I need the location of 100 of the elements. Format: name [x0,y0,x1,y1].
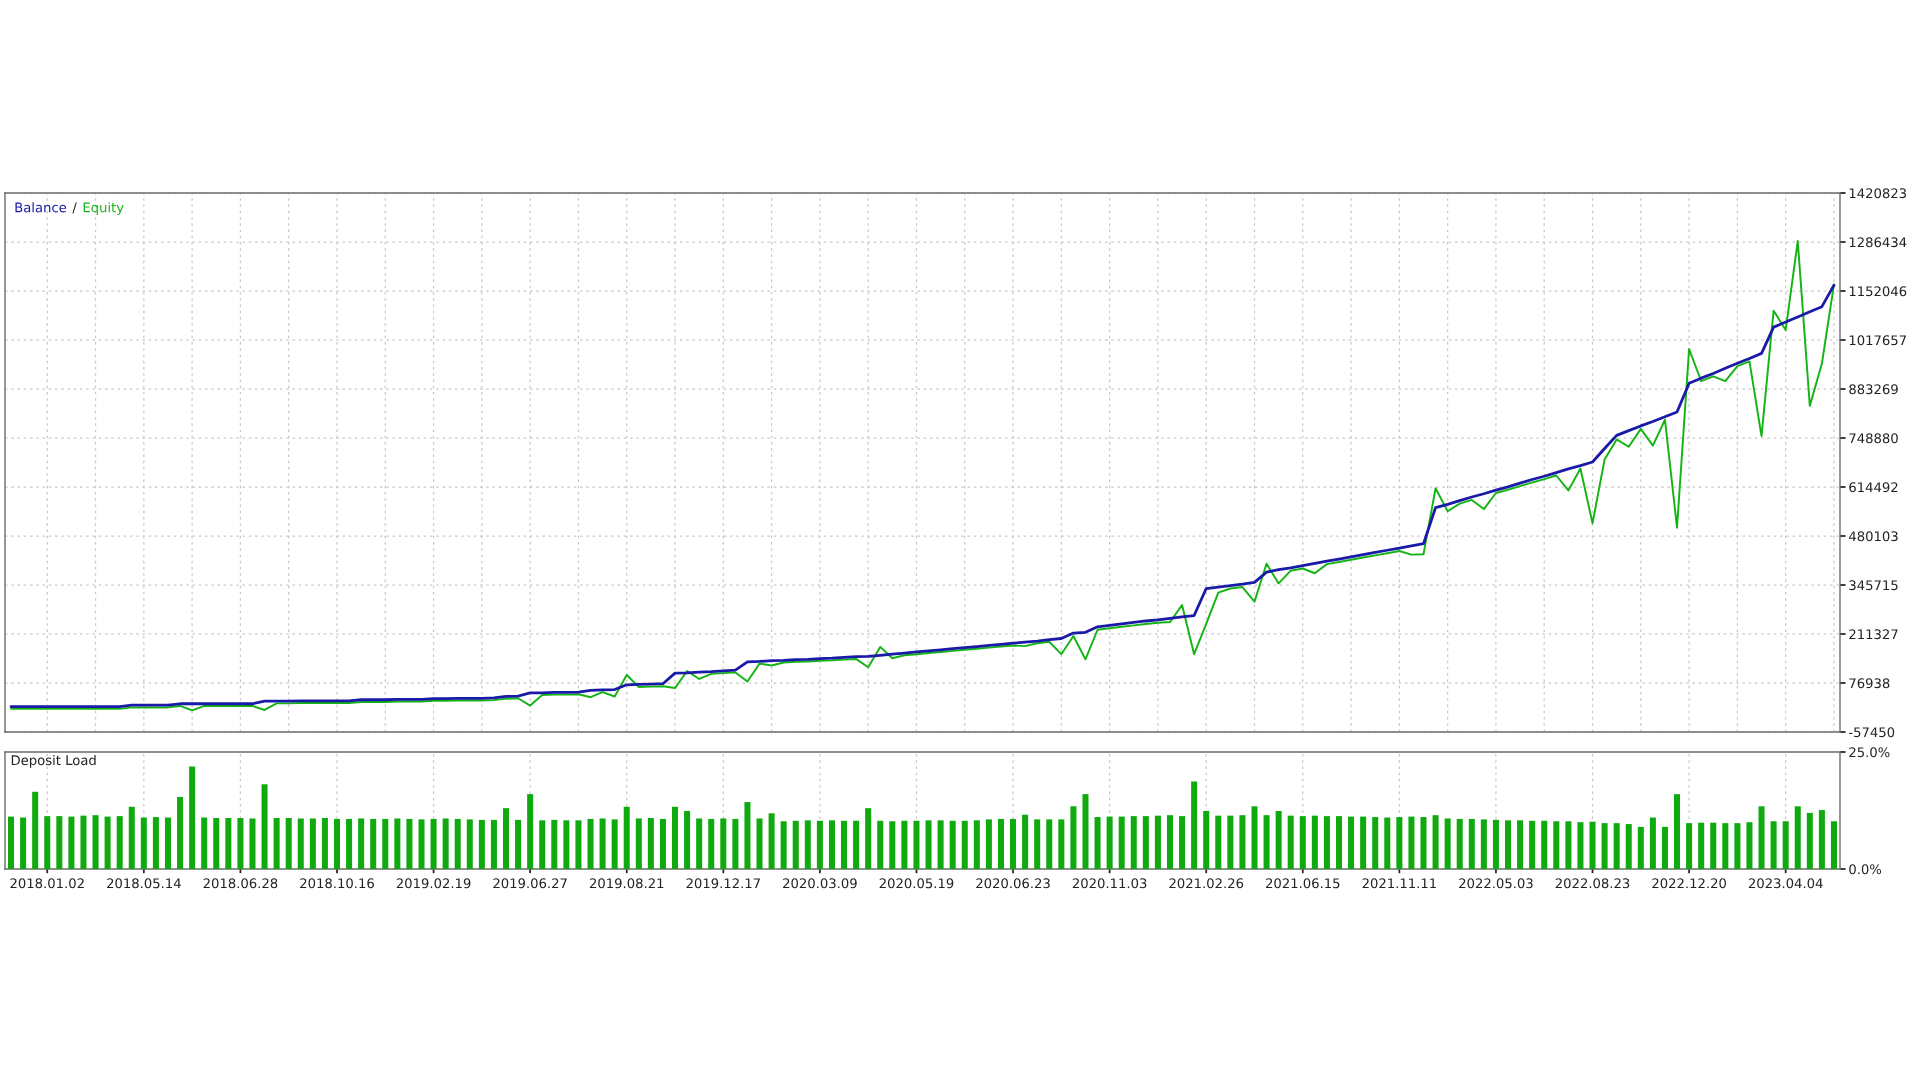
bar [1613,823,1620,869]
bar [1746,822,1753,869]
bar [841,820,848,869]
bar [732,818,739,869]
x-tick-label: 2020.11.03 [1072,878,1147,889]
bar [1529,820,1536,869]
y-tick-label: 1420823 [1849,188,1907,199]
bar [116,816,123,869]
bar [478,819,485,869]
x-tick-label: 2018.06.28 [203,878,278,889]
x-tick-label: 2021.02.26 [1169,878,1244,889]
bar [358,818,365,869]
bar [237,817,244,869]
bar [1698,822,1705,869]
bar [527,794,534,869]
bar [1384,817,1391,869]
x-tick-label: 2023.04.04 [1748,878,1823,889]
bar [1517,820,1524,869]
bar [321,817,328,869]
x-tick-label: 2022.12.20 [1652,878,1726,889]
y-tick-label: 0.0% [1849,864,1882,875]
x-tick-label: 2019.06.27 [493,878,567,889]
bar [1710,822,1717,869]
bar [1674,794,1681,869]
bar [1818,810,1825,869]
bar [659,818,666,869]
bar [1323,816,1330,869]
bar [877,820,884,869]
bar [1504,820,1512,869]
bar [1010,818,1017,869]
bar [925,820,932,869]
bar [44,816,51,869]
bar [647,817,654,869]
bar [1432,815,1439,869]
bar [1541,820,1548,869]
bar [382,818,389,869]
bar [1118,816,1125,869]
bar [623,806,630,869]
x-tick-label: 2018.05.14 [107,878,181,889]
x-tick-label: 2019.02.19 [396,878,471,889]
bar [1022,814,1029,869]
bar [1130,816,1137,869]
bar [1082,794,1089,869]
y-tick-label: 480103 [1848,531,1898,542]
bar [285,817,292,869]
x-tick-label: 2021.11.11 [1362,878,1436,889]
bar [1565,821,1572,869]
bar [1215,815,1222,869]
bar [8,816,15,869]
bar [1263,815,1270,869]
bar [1782,821,1789,869]
bar [1589,821,1596,869]
bar [1553,821,1560,869]
bar [792,820,799,869]
bar [575,820,582,869]
bar [1661,826,1668,869]
bar [937,820,944,869]
bar [1686,823,1693,869]
bar [502,808,510,869]
bar [1191,781,1198,869]
bar [973,820,980,869]
annotation: / [72,202,77,214]
bar [394,818,401,869]
y-tick-label: 883269 [1849,384,1898,395]
bar [889,821,896,869]
y-tick-label: 25.0% [1849,747,1890,758]
bar [744,802,751,869]
y-tick-label: 748880 [1849,433,1898,444]
bar [1335,816,1343,869]
bar [1408,816,1415,869]
bar [515,819,522,869]
bar [901,820,908,869]
bar [563,820,570,869]
bar [56,816,63,869]
bar [430,818,437,869]
bar [1758,806,1765,869]
bar [853,820,860,869]
bar [68,816,75,869]
bar [1287,815,1294,869]
bar [1360,816,1367,869]
text: Balance [15,202,67,213]
x-tick-label: 2019.08.21 [589,878,664,889]
bar [1770,821,1777,869]
bar [1806,812,1813,869]
bar [997,818,1004,869]
bar [949,820,956,869]
bar [551,819,558,869]
bar [1625,824,1632,869]
bar [1034,819,1041,869]
bar [1396,817,1403,869]
bar [466,819,473,869]
bar [696,818,703,869]
bar [201,817,208,869]
bar [1251,806,1258,869]
bar [539,820,546,869]
bar [297,818,304,869]
bar [490,819,497,869]
bar [189,766,196,869]
bar [1794,806,1801,869]
bar [249,818,256,869]
